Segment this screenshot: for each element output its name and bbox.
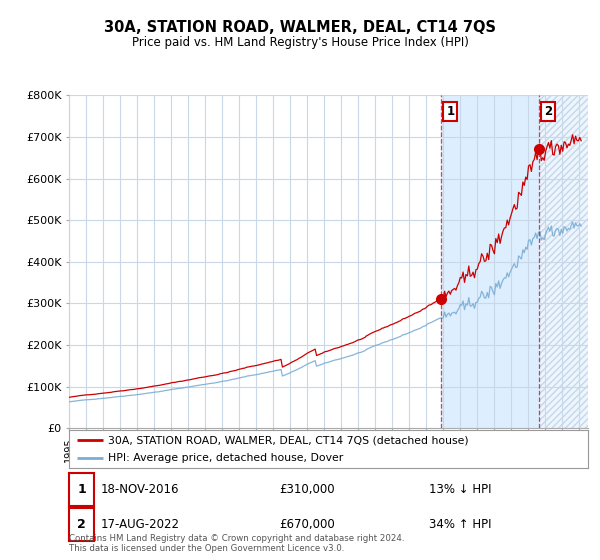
Text: 17-AUG-2022: 17-AUG-2022	[100, 518, 179, 531]
Text: 2: 2	[77, 518, 86, 531]
Text: Contains HM Land Registry data © Crown copyright and database right 2024.
This d: Contains HM Land Registry data © Crown c…	[69, 534, 404, 553]
Bar	[442, 95, 539, 428]
Text: 30A, STATION ROAD, WALMER, DEAL, CT14 7QS: 30A, STATION ROAD, WALMER, DEAL, CT14 7Q…	[104, 20, 496, 35]
Text: £310,000: £310,000	[279, 483, 335, 496]
Bar	[539, 95, 588, 428]
Text: 13% ↓ HPI: 13% ↓ HPI	[429, 483, 491, 496]
Text: 1: 1	[77, 483, 86, 496]
Text: 1: 1	[446, 105, 455, 118]
Text: £670,000: £670,000	[279, 518, 335, 531]
Text: 2: 2	[544, 105, 553, 118]
Text: 18-NOV-2016: 18-NOV-2016	[100, 483, 179, 496]
Text: Price paid vs. HM Land Registry's House Price Index (HPI): Price paid vs. HM Land Registry's House …	[131, 36, 469, 49]
Bar	[539, 95, 588, 428]
Text: HPI: Average price, detached house, Dover: HPI: Average price, detached house, Dove…	[108, 453, 343, 463]
Text: 30A, STATION ROAD, WALMER, DEAL, CT14 7QS (detached house): 30A, STATION ROAD, WALMER, DEAL, CT14 7Q…	[108, 435, 469, 445]
Text: 34% ↑ HPI: 34% ↑ HPI	[429, 518, 491, 531]
